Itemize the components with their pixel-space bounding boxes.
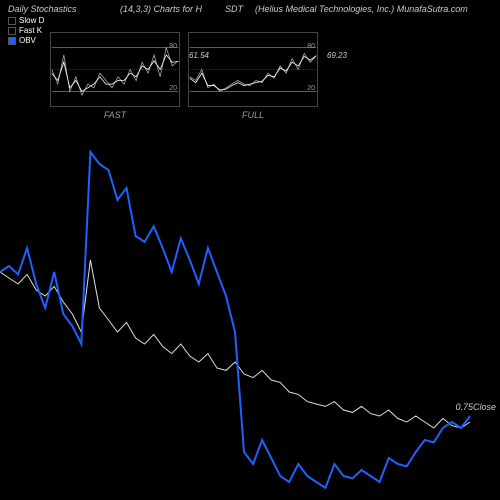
- axis-20: 20: [169, 85, 177, 92]
- legend-obv: OBV: [8, 36, 44, 46]
- title-params: (14,3,3) Charts for H: [120, 4, 202, 14]
- legend-slow-d: Slow D: [8, 16, 44, 26]
- mini-chart-full: 80 20 69.23 FULL: [188, 32, 318, 107]
- axis-80b: 80: [307, 43, 315, 50]
- fast-label: FAST: [104, 110, 126, 120]
- legend: Slow D Fast K OBV: [8, 16, 44, 46]
- mini-chart-fast: 80 20 61.54 FAST: [50, 32, 180, 107]
- ticker: SDT: [225, 4, 243, 14]
- legend-fast-k: Fast K: [8, 26, 44, 36]
- main-chart: 0.75Close: [0, 140, 500, 500]
- close-label: 0.75Close: [455, 402, 496, 412]
- full-value: 69.23: [327, 51, 347, 60]
- company: (Helius Medical Technologies, Inc.) Muna…: [255, 4, 468, 14]
- axis-80: 80: [169, 43, 177, 50]
- axis-20b: 20: [307, 85, 315, 92]
- full-label: FULL: [242, 110, 264, 120]
- title-left: Daily Stochastics: [8, 4, 77, 14]
